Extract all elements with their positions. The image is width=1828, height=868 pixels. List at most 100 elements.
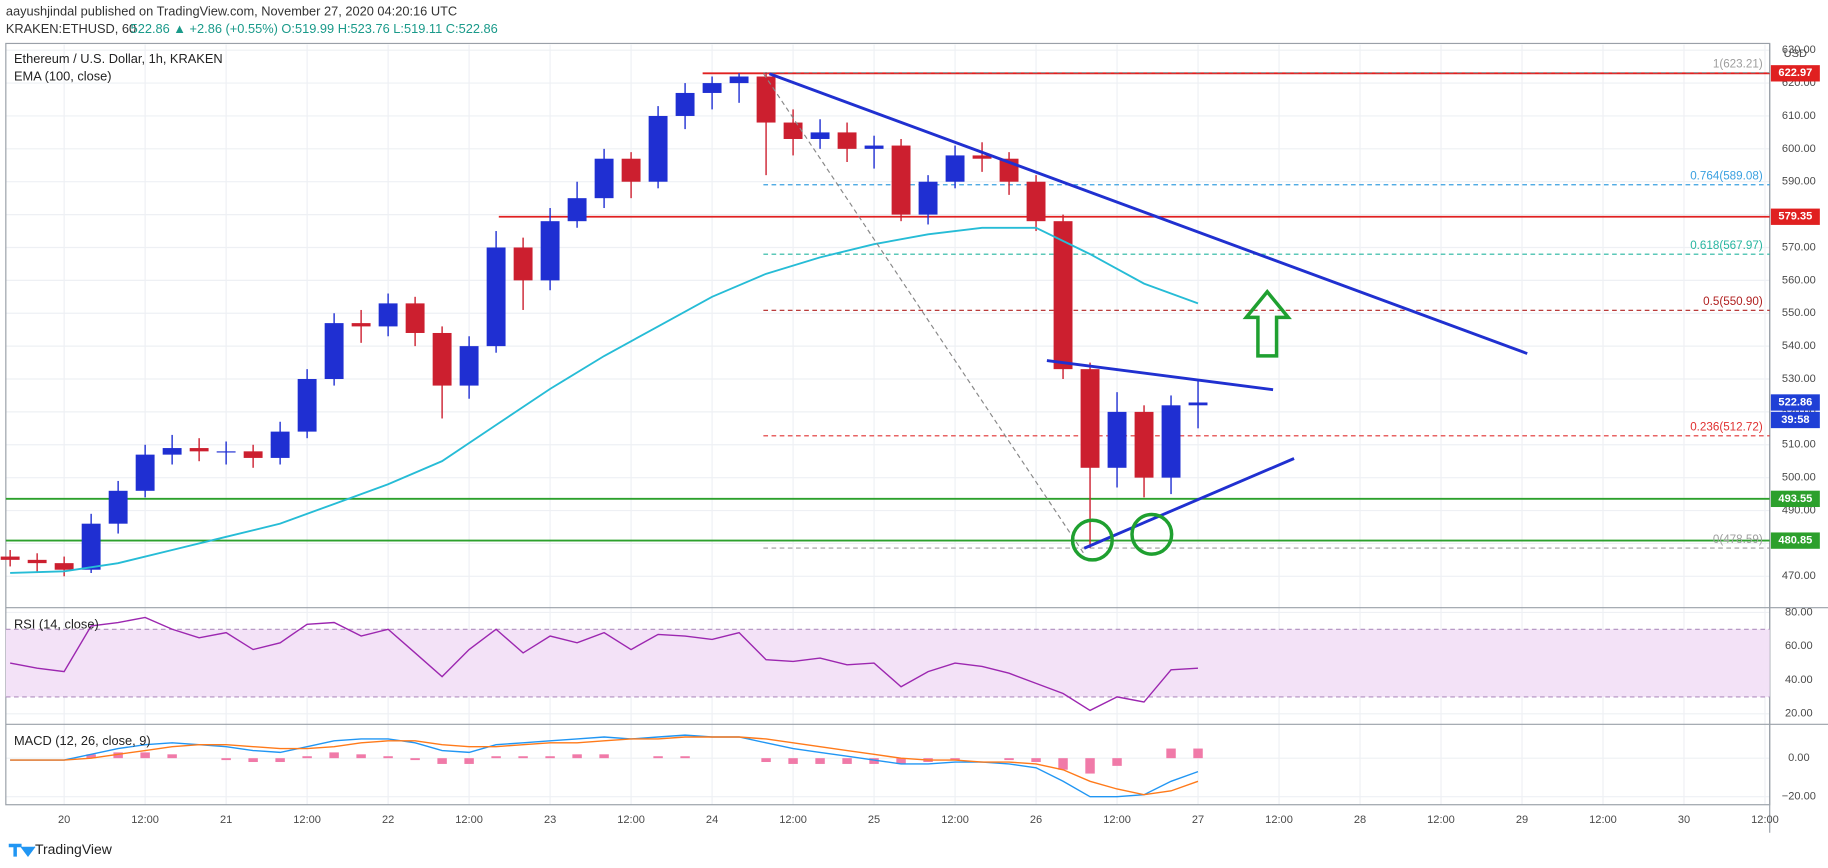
ema-line: [10, 226, 1199, 574]
y-tick-label: 610.00: [1782, 110, 1816, 122]
candle-body: [756, 76, 776, 123]
x-tick-label: 12:00: [1589, 814, 1617, 826]
macd-histogram-bar: [1031, 758, 1041, 763]
macd-histogram-bar: [275, 758, 285, 763]
candle-body: [54, 563, 74, 570]
x-tick-label: 12:00: [455, 814, 483, 826]
drawings: [763, 72, 1528, 562]
rsi-line: [10, 616, 1199, 712]
candle-body: [810, 132, 830, 139]
candle-body: [972, 155, 992, 159]
macd-histogram-bar: [464, 758, 474, 764]
candle-body: [567, 198, 587, 222]
candle-body: [648, 115, 668, 182]
x-tick-label: 24: [706, 814, 718, 826]
macd-histogram-bar: [896, 758, 906, 764]
x-tick-label: 27: [1192, 814, 1204, 826]
price-badge: [1770, 490, 1820, 508]
macd-histogram-bar: [1004, 758, 1014, 761]
candle-body: [27, 559, 47, 564]
macd-histogram-bar: [653, 756, 663, 759]
x-tick-label: 12:00: [1751, 814, 1779, 826]
candle-body: [918, 181, 938, 215]
macd-histogram-bar: [842, 758, 852, 764]
y-tick-label: −20.00: [1782, 791, 1816, 803]
publish-line: aayushjindal published on TradingView.co…: [6, 3, 457, 18]
fib-label: 0.618(567.97): [1690, 239, 1763, 252]
macd-histogram-bar: [1058, 758, 1068, 770]
macd-histogram-bar: [599, 754, 609, 759]
candle-body: [540, 221, 560, 281]
chart-title: Ethereum / U.S. Dollar, 1h, KRAKEN: [14, 51, 223, 66]
macd-histogram-bar: [815, 758, 825, 764]
price-badge-label: 579.35: [1778, 211, 1812, 223]
price-badge: [1770, 411, 1820, 429]
macd-histogram-bar: [437, 758, 447, 764]
macd-histogram-bar: [950, 758, 960, 761]
brand: TradingView: [35, 841, 113, 857]
y-tick-label: 530.00: [1782, 373, 1816, 385]
y-tick-label: 470.00: [1782, 570, 1816, 582]
y-tick-label: 510.00: [1782, 439, 1816, 451]
candle-body: [1026, 181, 1046, 222]
macd-histogram-bar: [761, 758, 771, 763]
price-badge-label: 480.85: [1778, 535, 1812, 547]
fib-label: 0.764(589.08): [1690, 170, 1763, 183]
y-tick-label: 60.00: [1785, 640, 1813, 652]
up-arrow: [1242, 289, 1292, 358]
quote: 522.86 ▲ +2.86 (+0.55%) O:519.99 H:523.7…: [131, 21, 498, 36]
macd-histogram-bar: [572, 754, 582, 759]
fib-trend: [763, 73, 1085, 555]
candle-body: [783, 122, 803, 139]
x-tick-label: 29: [1516, 814, 1528, 826]
candle-body: [351, 323, 371, 327]
macd-histogram-bar: [1085, 758, 1095, 774]
x-tick-label: 12:00: [941, 814, 969, 826]
y-tick-label: 500.00: [1782, 472, 1816, 484]
ema-legend: EMA (100, close): [14, 69, 112, 84]
candle-body: [1080, 369, 1100, 468]
candle-body: [486, 247, 506, 347]
y-tick-label: 40.00: [1785, 674, 1813, 686]
macd-histogram-bar: [680, 756, 690, 759]
candle-body: [405, 303, 425, 333]
marks: 1(623.21) 0.764(589.08) 0.618(567.97) 0.5(5…: [0, 57, 1770, 798]
macd-histogram-bar: [1166, 748, 1176, 759]
logo: [8, 843, 36, 857]
candle-body: [81, 523, 101, 570]
rsi-band: [5, 629, 1770, 697]
trend-line: [1083, 457, 1295, 550]
candle-body: [162, 448, 182, 455]
x-tick-label: 25: [868, 814, 880, 826]
price-badge: [1770, 394, 1820, 411]
macd-histogram-bar: [86, 754, 96, 759]
macd-histogram-bar: [1193, 748, 1203, 759]
macd-histogram-bar: [140, 752, 150, 759]
candle-body: [1053, 221, 1073, 370]
macd-histogram-bar: [410, 758, 420, 761]
trend-line: [768, 72, 1528, 355]
price-badge-label: 39:58: [1781, 414, 1809, 426]
y-tick-label: 490.00: [1782, 504, 1816, 516]
macd-histogram-bar: [113, 752, 123, 759]
macd-histogram-bar: [518, 756, 528, 759]
macd-histogram-bar: [869, 758, 879, 764]
candle-body: [297, 379, 317, 432]
candle-body: [729, 76, 749, 84]
macd-histogram-bar: [167, 754, 177, 759]
candle-body: [1134, 411, 1154, 478]
fib-label: 1(623.21): [1713, 57, 1763, 70]
candle-body: [108, 490, 128, 524]
circle-marker: [1070, 518, 1114, 562]
x-tick-label: 12:00: [1265, 814, 1293, 826]
candle-body: [891, 145, 911, 215]
price-badge: [1770, 208, 1820, 225]
macd-histogram-bar: [383, 756, 393, 759]
x-tick-label: 12:00: [1427, 814, 1455, 826]
candle-body: [1161, 405, 1181, 478]
signal-line: [10, 736, 1199, 796]
symbol: KRAKEN:ETHUSD, 60: [6, 21, 136, 36]
fib-label: 0(478.59): [1713, 533, 1763, 546]
